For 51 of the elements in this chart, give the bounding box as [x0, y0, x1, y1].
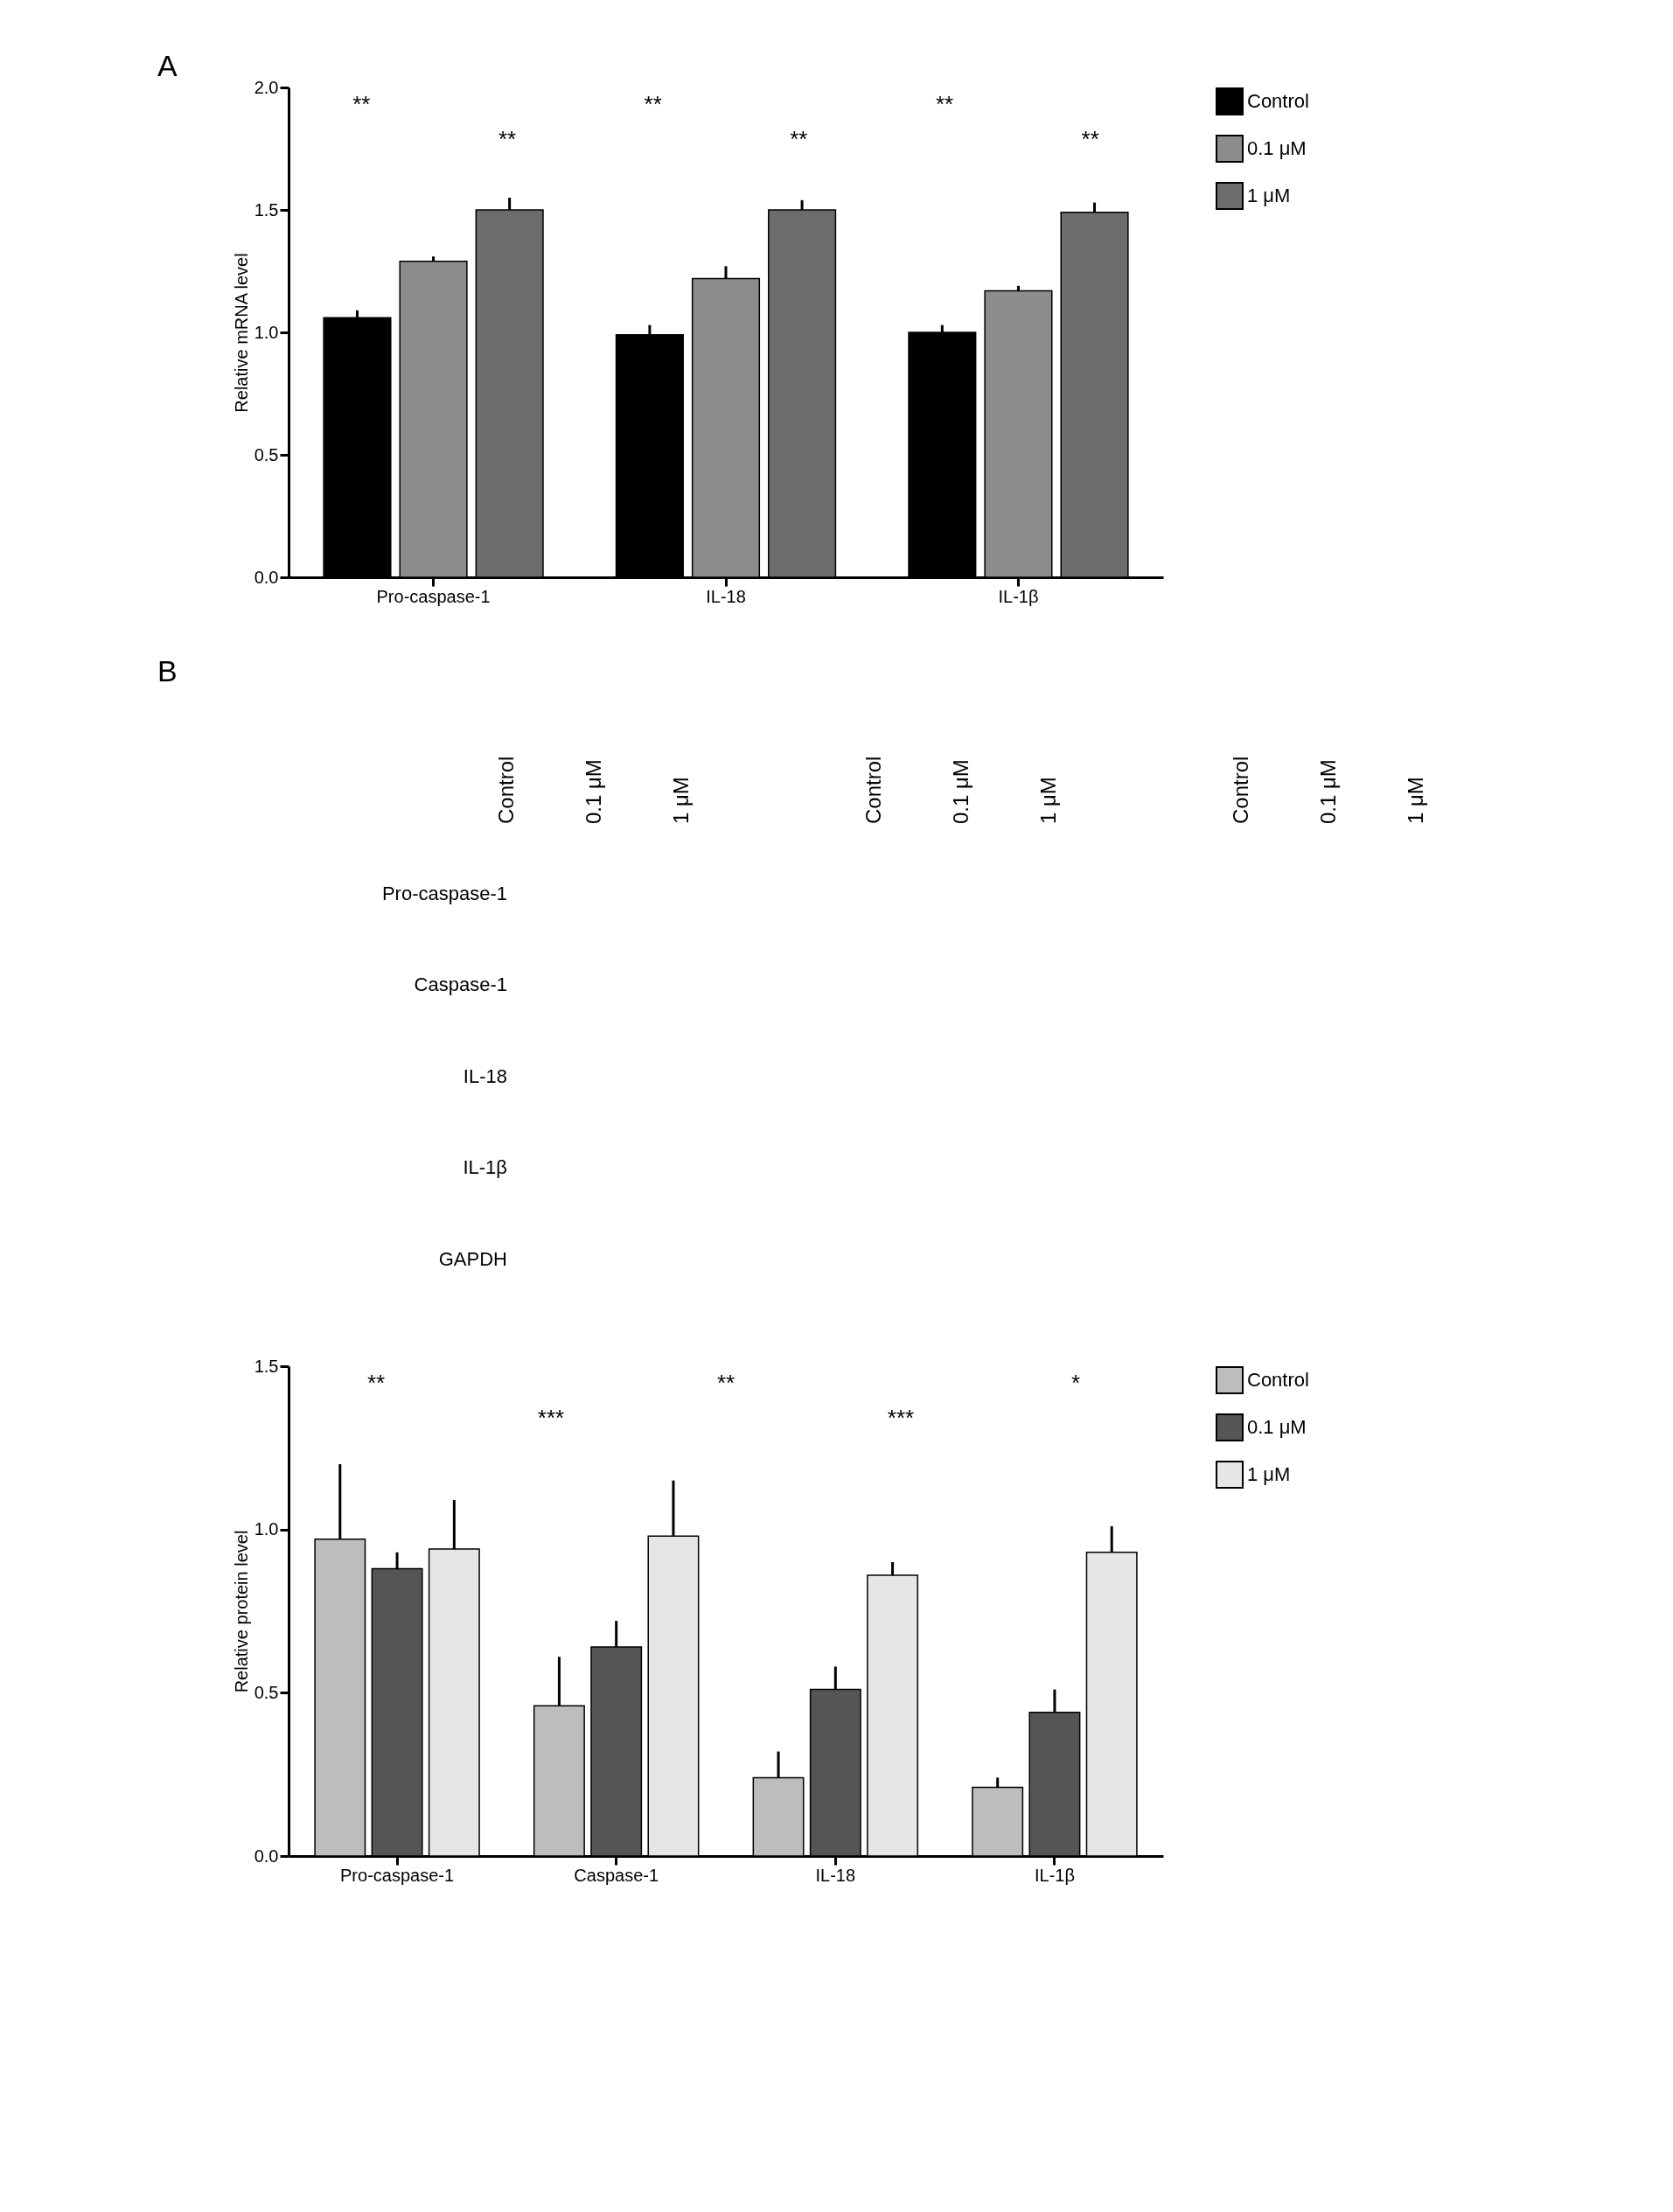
- annotation: **: [790, 126, 808, 152]
- x-tick-label: IL-18: [815, 1865, 856, 1885]
- y-axis-title: Relative protein level: [231, 1530, 251, 1693]
- x-tick-label: IL-1β: [998, 586, 1039, 606]
- annotation: **: [716, 1370, 735, 1396]
- category-label: 0.1 μM: [582, 759, 605, 824]
- x-tick-label: IL-18: [706, 586, 746, 606]
- category-label: 0.1 μM: [949, 759, 972, 824]
- category-label: 1 μM: [1404, 777, 1427, 824]
- annotation: *: [1070, 1370, 1081, 1396]
- category-label: Control: [494, 756, 518, 824]
- x-tick-label: IL-1β: [1034, 1865, 1075, 1885]
- y-tick-label: 1.0: [254, 322, 279, 342]
- y-axis-title: Relative mRNA level: [231, 253, 251, 413]
- category-label: Pro-caspase-1: [381, 882, 507, 904]
- annotation: ***: [887, 1405, 915, 1431]
- category-label: Caspase-1: [414, 973, 507, 996]
- x-tick-label: Pro-caspase-1: [340, 1865, 455, 1885]
- annotation: **: [498, 126, 517, 152]
- legend-label: 0.1 μM: [1247, 1416, 1307, 1438]
- y-tick-label: 2.0: [254, 77, 279, 97]
- y-tick-label: 0.5: [254, 444, 279, 464]
- category-label: 1 μM: [669, 777, 693, 824]
- legend-label: Control: [1247, 1369, 1309, 1391]
- chart-title: A: [157, 49, 178, 82]
- category-label: IL-1β: [463, 1156, 507, 1179]
- annotation: ***: [537, 1405, 565, 1431]
- category-label: Control: [1229, 756, 1252, 824]
- category-label: IL-18: [463, 1064, 507, 1087]
- annotation: **: [644, 91, 662, 117]
- x-tick-label: Caspase-1: [574, 1865, 659, 1885]
- y-tick-label: 0.0: [254, 567, 279, 587]
- annotation: **: [352, 91, 371, 117]
- y-tick-label: 1.0: [254, 1519, 279, 1539]
- annotation: **: [935, 91, 954, 117]
- x-tick-label: Pro-caspase-1: [376, 586, 491, 606]
- category-label: 1 μM: [1036, 777, 1060, 824]
- category-label: GAPDH: [438, 1247, 507, 1270]
- y-tick-label: 0.0: [254, 1846, 279, 1866]
- y-tick-label: 1.5: [254, 1356, 279, 1376]
- legend-label: 1 μM: [1247, 1463, 1291, 1485]
- legend-label: 1 μM: [1247, 185, 1291, 206]
- y-tick-label: 1.5: [254, 199, 279, 220]
- legend-label: 0.1 μM: [1247, 137, 1307, 159]
- y-tick-label: 0.5: [254, 1682, 279, 1702]
- text: B: [157, 654, 178, 687]
- annotation: **: [1081, 126, 1099, 152]
- annotation: **: [366, 1370, 386, 1396]
- category-label: 0.1 μM: [1316, 759, 1340, 824]
- category-label: Control: [861, 756, 885, 824]
- legend-label: Control: [1247, 90, 1309, 112]
